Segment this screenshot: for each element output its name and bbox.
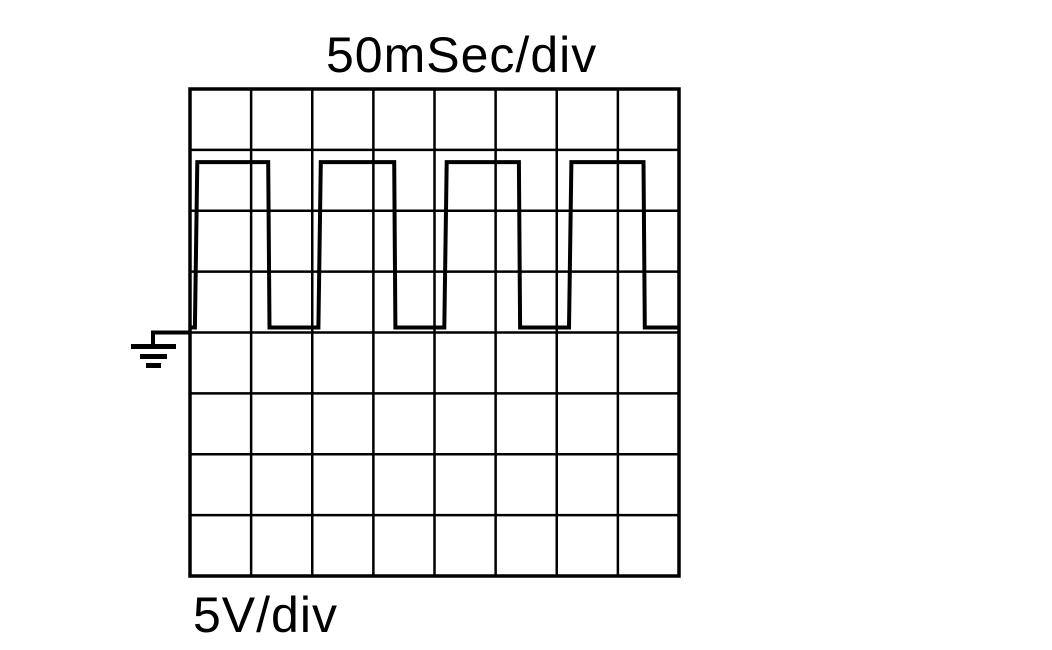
ground-lead xyxy=(151,330,190,345)
waveform-trace xyxy=(190,160,679,330)
volt-scale-label: 5V/div xyxy=(193,587,338,643)
time-scale-label: 50mSec/div xyxy=(326,27,598,83)
